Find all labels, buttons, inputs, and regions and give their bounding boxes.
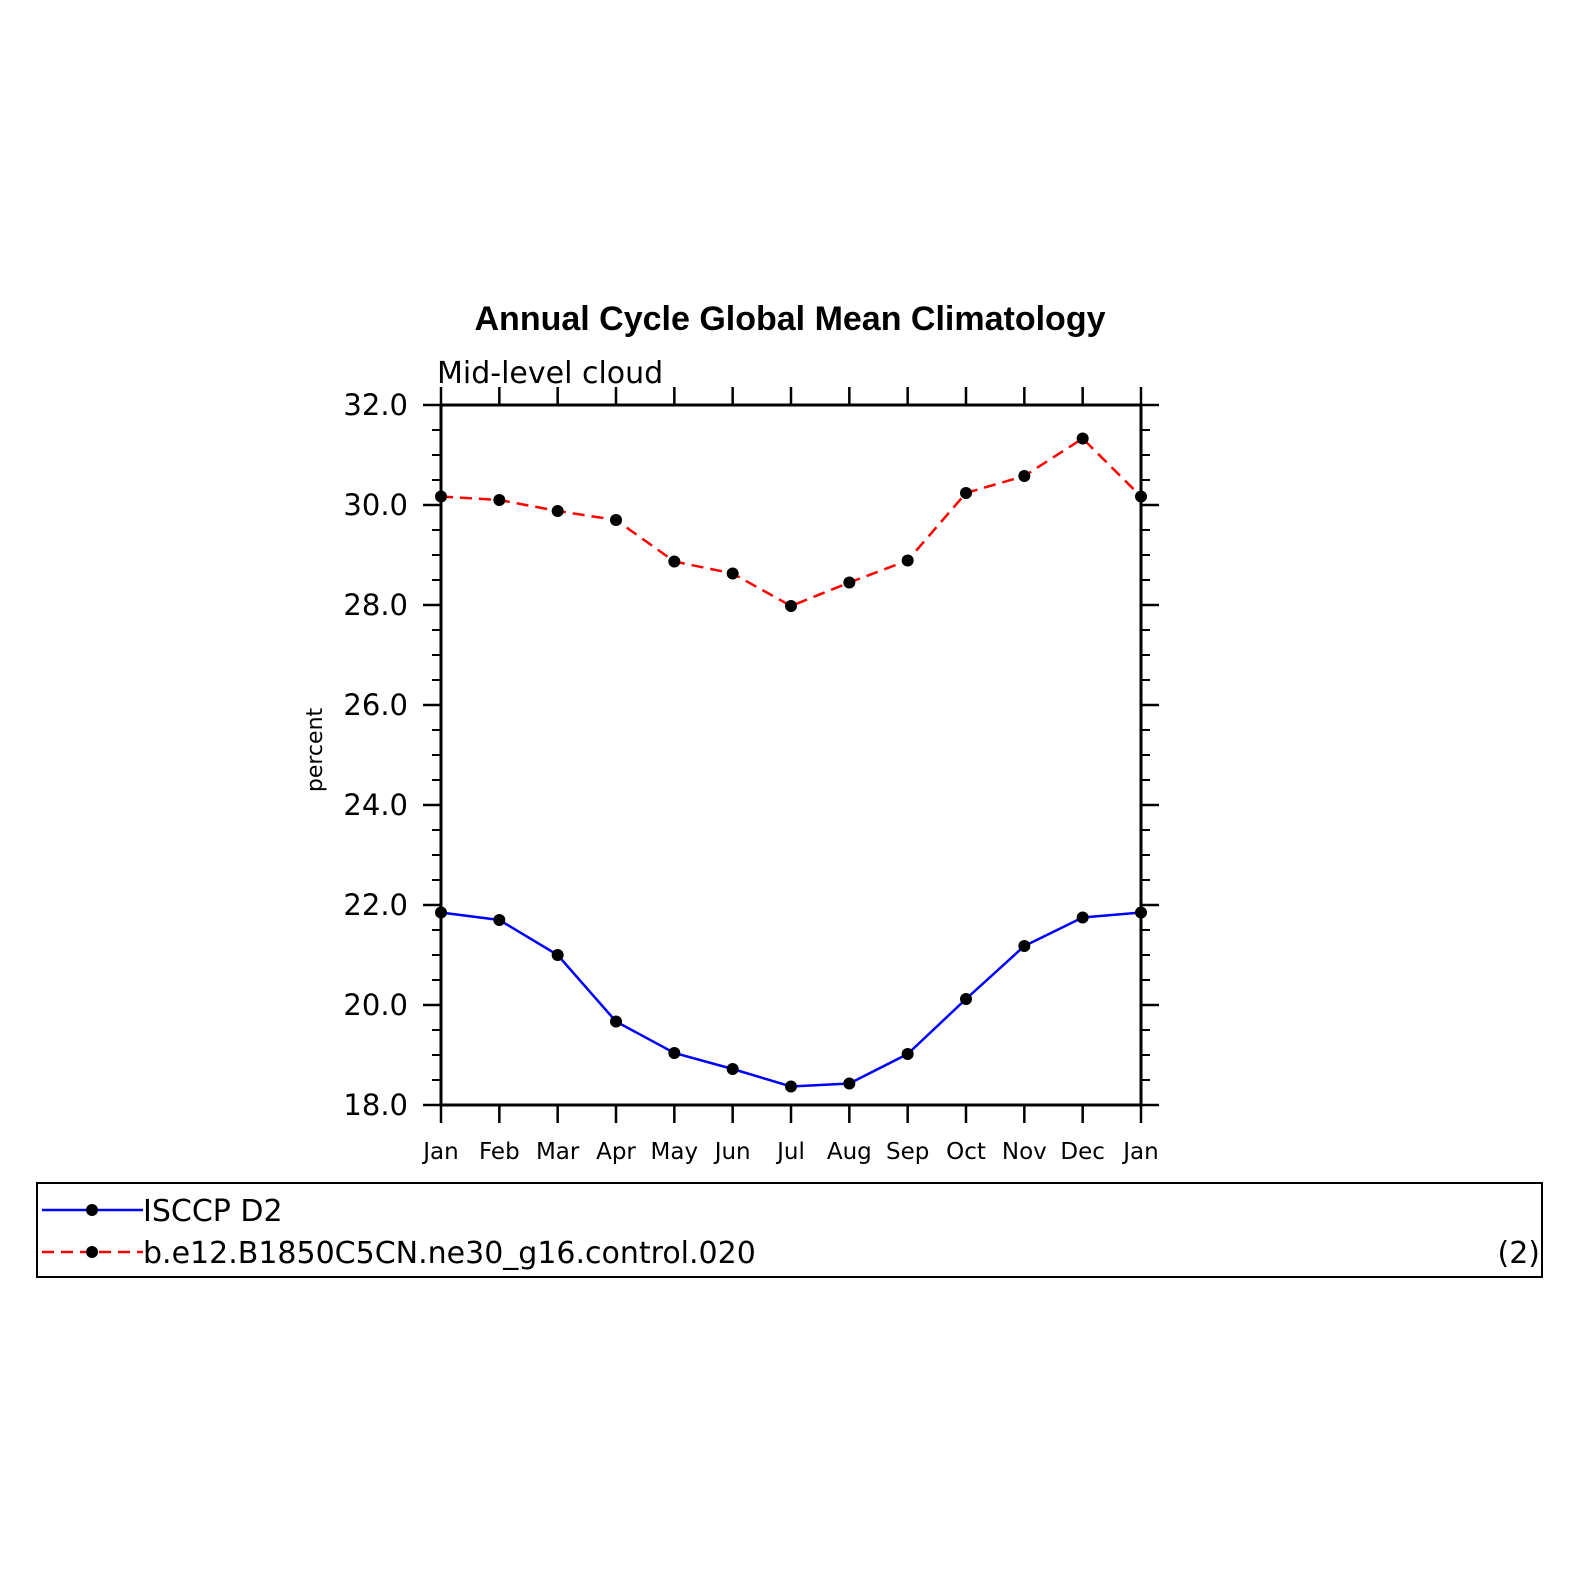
x-tick-label: Nov — [1002, 1139, 1047, 1165]
series-line-1 — [440, 436, 1142, 608]
series-0-point-11 — [1076, 911, 1089, 924]
x-tick-label: Oct — [946, 1139, 986, 1165]
y-tick-label: 28.0 — [343, 588, 408, 622]
series-0-point-4 — [668, 1047, 681, 1059]
chart-title: Annual Cycle Global Mean Climatology — [475, 300, 1106, 338]
legend-label-0: ISCCP D2 — [143, 1194, 283, 1229]
x-tick-label: Aug — [827, 1139, 872, 1165]
y-tick-label: 24.0 — [343, 788, 408, 822]
series-0-point-3 — [610, 1015, 622, 1028]
x-tick-label: Feb — [479, 1139, 520, 1165]
y-tick-label: 20.0 — [343, 988, 408, 1022]
series-0-point-2 — [551, 949, 564, 961]
series-0-point-9 — [960, 993, 972, 1005]
series-0-point-6 — [785, 1080, 797, 1093]
x-tick-label: Jul — [775, 1139, 805, 1165]
x-tick-label: May — [651, 1139, 699, 1165]
series-1-point-6 — [785, 600, 797, 612]
series-1-point-8 — [901, 554, 914, 567]
series-0-point-0 — [435, 906, 447, 919]
x-tick-label: Apr — [596, 1139, 636, 1165]
series-1-point-4 — [668, 555, 681, 568]
y-tick-label: 30.0 — [343, 488, 408, 522]
series-0-point-12 — [1135, 906, 1147, 919]
series-1-point-12 — [1135, 490, 1147, 503]
y-axis-label: percent — [303, 707, 328, 792]
legend-marker-1 — [86, 1246, 98, 1258]
series-1-point-11 — [1076, 432, 1089, 445]
legend-label-1: b.e12.B1850C5CN.ne30_g16.control.020 — [143, 1236, 756, 1271]
x-tick-label: Jan — [421, 1139, 458, 1165]
series-0-point-8 — [901, 1048, 914, 1060]
legend-box — [36, 1182, 1543, 1278]
legend: ISCCP D2 b.e12.B1850C5CN.ne30_g16.control… — [36, 1182, 1543, 1278]
series-0-point-10 — [1018, 940, 1031, 952]
y-tick-label: 26.0 — [343, 688, 408, 722]
chart-subtitle: Mid-level cloud — [437, 356, 663, 391]
plot-area: 18.0 20.0 22.0 24.0 26.0 28.0 30.0 32.0 Jan Feb Ma… — [343, 387, 1159, 1165]
y-tick-label: 22.0 — [343, 888, 408, 922]
series-1-point-3 — [610, 514, 622, 526]
series-1-point-9 — [960, 487, 972, 499]
series-line-0 — [440, 911, 1142, 1088]
legend-marker-0 — [86, 1204, 98, 1216]
y-tick-label: 18.0 — [343, 1088, 408, 1122]
x-tick-label: Sep — [886, 1139, 929, 1165]
series-1-point-5 — [726, 567, 739, 580]
x-tick-label: Jun — [713, 1139, 751, 1165]
series-1-point-0 — [435, 490, 447, 503]
series-1-point-10 — [1018, 470, 1031, 482]
series-1-point-2 — [551, 505, 564, 517]
series-0-point-7 — [843, 1077, 856, 1090]
y-tick-label: 32.0 — [343, 388, 408, 422]
series-0-point-5 — [726, 1063, 739, 1075]
x-tick-label: Jan — [1121, 1139, 1158, 1165]
series-1-point-7 — [843, 576, 856, 589]
legend-note: (2) — [1498, 1236, 1541, 1271]
x-tick-label: Mar — [536, 1139, 580, 1165]
series-0-point-1 — [493, 914, 506, 926]
x-tick-label: Dec — [1060, 1139, 1105, 1165]
series-1-point-1 — [493, 494, 506, 506]
